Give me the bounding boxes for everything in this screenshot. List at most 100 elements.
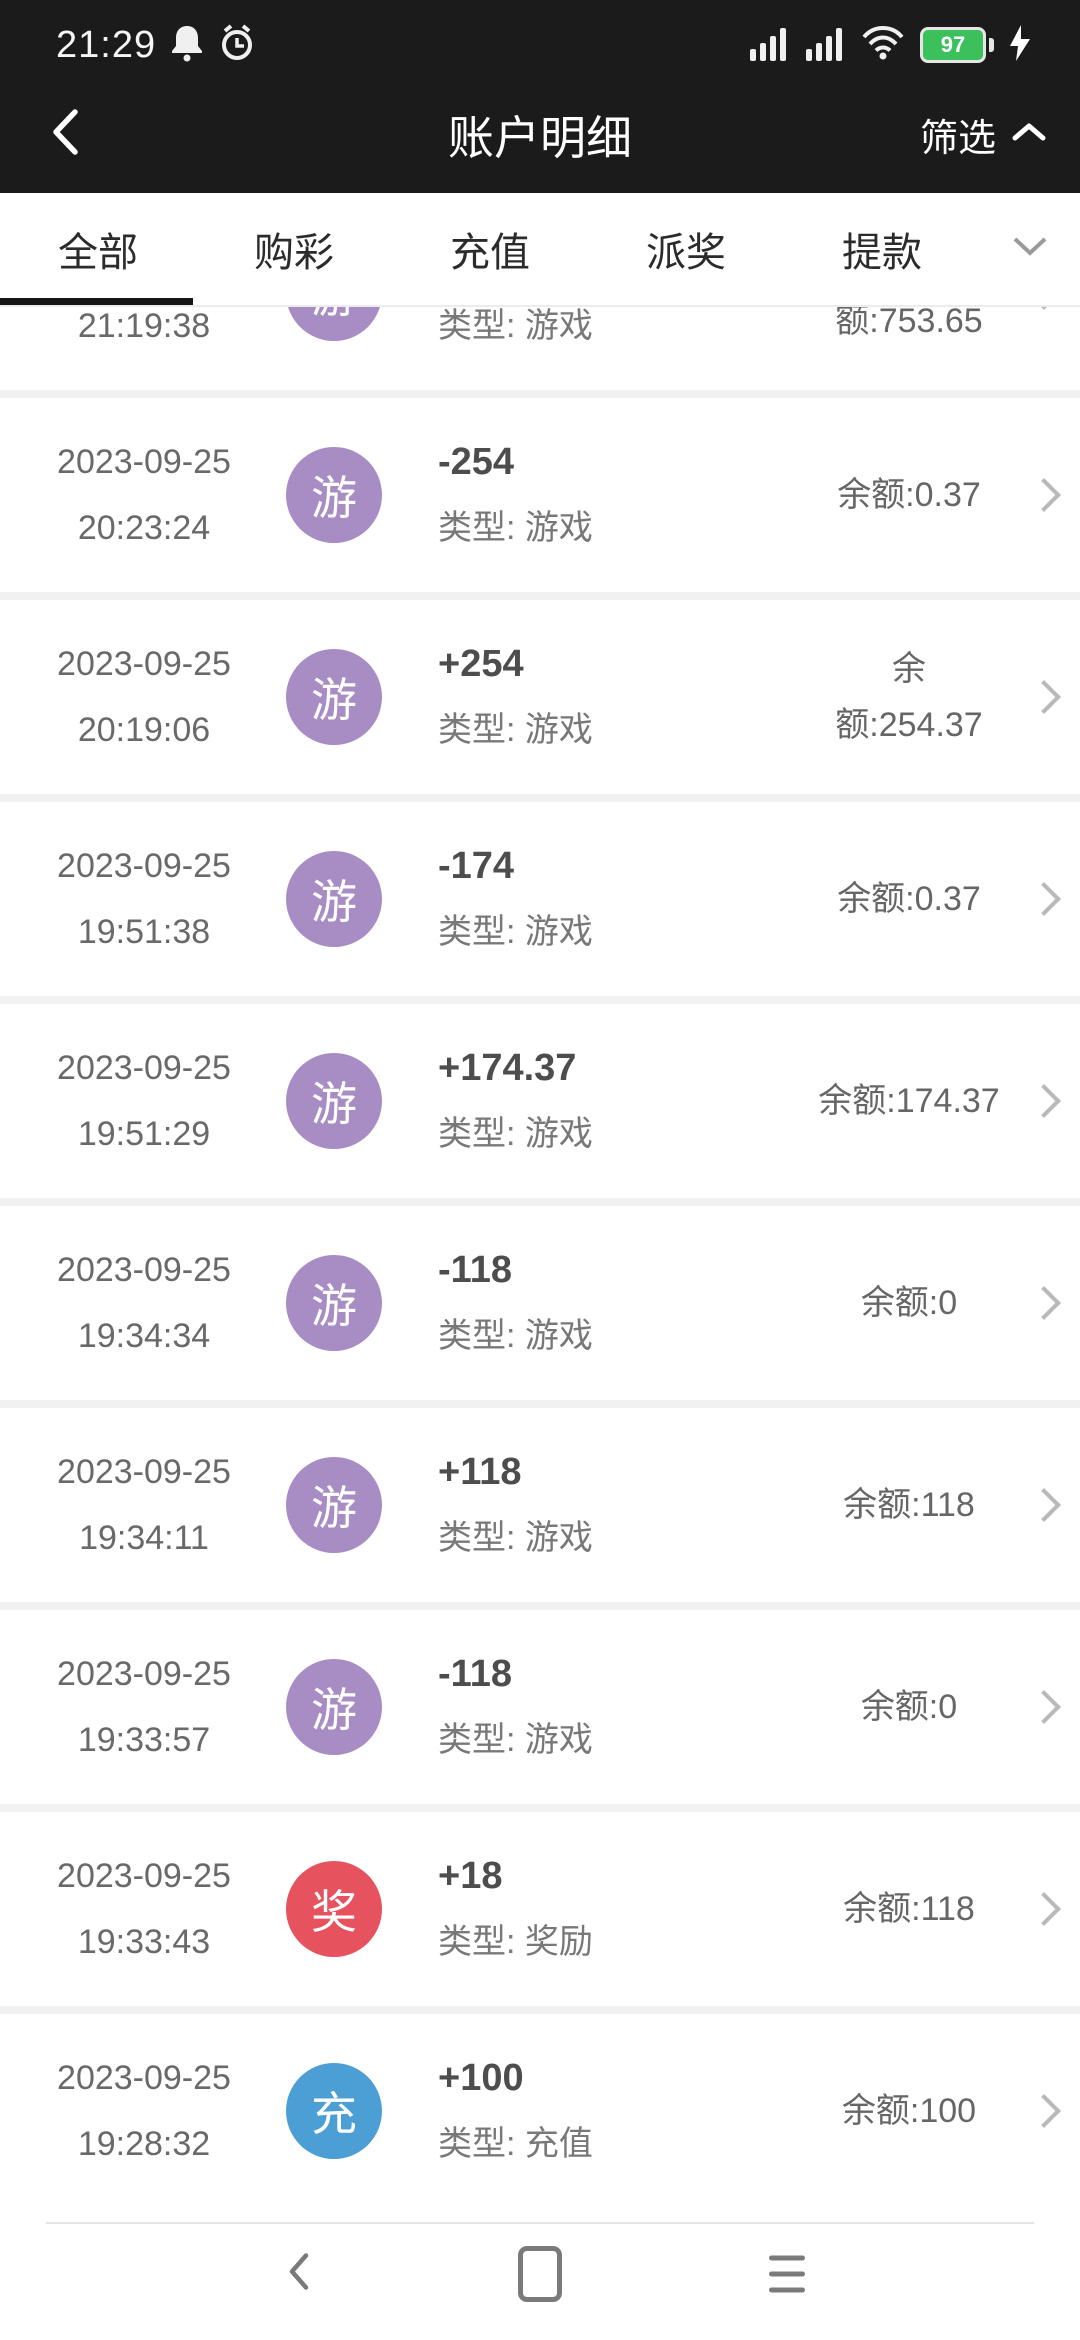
transaction-date: 2023-09-25 (57, 645, 231, 683)
transaction-row[interactable]: 2023-09-25 19:33:57 游 -118 类型: 游戏 余额:0 (0, 1610, 1080, 1804)
type-badge: 游 (286, 851, 382, 947)
tabbar-expand-button[interactable] (980, 193, 1080, 305)
row-chevron-right-icon[interactable] (1027, 307, 1061, 310)
transaction-time: 20:19:06 (77, 711, 211, 749)
transaction-row[interactable]: 2023-09-25 19:51:38 游 -174 类型: 游戏 余额:0.3… (0, 802, 1080, 996)
nav-recents-button[interactable] (769, 2255, 805, 2293)
row-chevron-right-icon[interactable] (1027, 1690, 1061, 1724)
chevron-up-icon (1012, 122, 1046, 147)
tab-lottery[interactable]: 购彩 (254, 231, 334, 275)
transaction-amount: +254 (438, 643, 524, 685)
transaction-balance: 余额:0 (860, 1284, 958, 1322)
type-badge: 充 (286, 2063, 382, 2159)
row-chevron-right-icon[interactable] (1027, 1488, 1061, 1522)
transaction-type: 类型: 游戏 (438, 1115, 593, 1153)
back-chevron-icon (44, 104, 84, 165)
row-divider (0, 996, 1080, 1004)
tab-prize[interactable]: 派奖 (646, 231, 726, 275)
transaction-row[interactable]: 21:19:38 游 类型: 游戏 额:753.65 (0, 307, 1080, 390)
battery-body: 97 (920, 27, 986, 63)
charging-bolt-icon (1010, 24, 1030, 66)
bell-icon (170, 24, 204, 67)
transaction-time: 20:23:24 (77, 509, 211, 547)
tab-recharge[interactable]: 充值 (450, 231, 530, 275)
filter-tabbar: 全部 购彩 充值 派奖 提款 (0, 193, 1080, 307)
transaction-date: 2023-09-25 (57, 847, 231, 885)
transaction-type: 类型: 游戏 (438, 913, 593, 951)
datetime-column: 2023-09-25 20:23:24 (24, 429, 264, 561)
nav-home-button[interactable] (518, 2246, 562, 2302)
battery-percent: 97 (940, 32, 966, 57)
transaction-item-wrap: 2023-09-25 19:33:57 游 -118 类型: 游戏 余额:0 (0, 1610, 1080, 1812)
transaction-list: 21:19:38 游 类型: 游戏 额:753.65 2023-09-25 20… (0, 307, 1080, 2340)
row-chevron-right-icon[interactable] (1027, 680, 1061, 714)
row-divider (0, 592, 1080, 600)
type-badge: 游 (286, 307, 382, 341)
transaction-balance: 余额:100 (841, 2092, 977, 2130)
transaction-type: 类型: 游戏 (438, 1519, 593, 1557)
transaction-row[interactable]: 2023-09-25 19:34:11 游 +118 类型: 游戏 余额:118 (0, 1408, 1080, 1602)
row-chevron-right-icon[interactable] (1027, 1286, 1061, 1320)
transaction-amount: +100 (438, 2057, 524, 2099)
transaction-balance: 余 额:254.37 (835, 650, 983, 744)
datetime-column: 2023-09-25 19:34:34 (24, 1237, 264, 1369)
transaction-time: 19:33:43 (77, 1923, 211, 1961)
alarm-clock-icon (218, 23, 256, 67)
transaction-balance: 余额:118 (843, 1890, 975, 1928)
filter-button[interactable]: 筛选 (914, 76, 1052, 193)
battery-indicator: 97 (920, 27, 994, 63)
chevron-down-icon (1010, 235, 1050, 264)
row-chevron-right-icon[interactable] (1027, 2094, 1061, 2128)
amount-column: +254 类型: 游戏 (438, 631, 593, 763)
transaction-time: 19:28:32 (77, 2125, 211, 2163)
datetime-column: 2023-09-25 19:33:57 (24, 1641, 264, 1773)
transaction-type: 类型: 游戏 (438, 1317, 593, 1355)
transaction-date: 2023-09-25 (57, 443, 231, 481)
amount-column: +18 类型: 奖励 (438, 1843, 593, 1975)
transaction-balance: 余额:174.37 (818, 1082, 1000, 1120)
transaction-row[interactable]: 2023-09-25 19:33:43 奖 +18 类型: 奖励 余额:118 (0, 1812, 1080, 2006)
tab-all[interactable]: 全部 (58, 231, 138, 275)
datetime-column: 2023-09-25 19:34:11 (24, 1439, 264, 1571)
transaction-type: 类型: 游戏 (438, 509, 593, 547)
nav-back-button[interactable] (288, 2253, 310, 2296)
transaction-date: 2023-09-25 (57, 2059, 231, 2097)
row-chevron-right-icon[interactable] (1027, 478, 1061, 512)
transaction-amount: +174.37 (438, 1047, 577, 1089)
transaction-time: 19:51:38 (77, 913, 211, 951)
transaction-time: 19:34:11 (79, 1519, 209, 1557)
transaction-item-wrap: 2023-09-25 20:23:24 游 -254 类型: 游戏 余额:0.3… (0, 398, 1080, 600)
transaction-balance: 余额:0 (860, 1688, 958, 1726)
type-badge: 游 (286, 649, 382, 745)
transaction-item-wrap: 2023-09-25 19:51:38 游 -174 类型: 游戏 余额:0.3… (0, 802, 1080, 1004)
row-chevron-right-icon[interactable] (1027, 1892, 1061, 1926)
transaction-balance: 余额:0.37 (837, 476, 981, 514)
back-button[interactable] (34, 76, 94, 193)
transaction-amount: +18 (438, 1855, 503, 1897)
row-chevron-right-icon[interactable] (1027, 882, 1061, 916)
transaction-type: 类型: 奖励 (438, 1923, 593, 1961)
type-badge: 奖 (286, 1861, 382, 1957)
header: 账户明细 筛选 (0, 76, 1080, 193)
transaction-row[interactable]: 2023-09-25 19:51:29 游 +174.37 类型: 游戏 余额:… (0, 1004, 1080, 1198)
amount-column: -118 类型: 游戏 (438, 1641, 593, 1773)
transaction-row[interactable]: 2023-09-25 19:28:32 充 +100 类型: 充值 余额:100 (0, 2014, 1080, 2208)
transaction-row[interactable]: 2023-09-25 19:34:34 游 -118 类型: 游戏 余额:0 (0, 1206, 1080, 1400)
amount-column: -174 类型: 游戏 (438, 833, 593, 965)
datetime-column: 2023-09-25 19:51:38 (24, 833, 264, 965)
transaction-row[interactable]: 2023-09-25 20:19:06 游 +254 类型: 游戏 余 额:25… (0, 600, 1080, 794)
page-title: 账户明细 (448, 111, 632, 164)
transaction-balance: 余额:0.37 (837, 880, 981, 918)
transaction-row[interactable]: 2023-09-25 20:23:24 游 -254 类型: 游戏 余额:0.3… (0, 398, 1080, 592)
amount-column: +100 类型: 充值 (438, 2045, 593, 2177)
amount-column: 类型: 游戏 (438, 307, 593, 359)
transaction-date: 2023-09-25 (57, 1655, 231, 1693)
type-badge: 游 (286, 1659, 382, 1755)
tab-withdraw[interactable]: 提款 (842, 231, 922, 275)
transaction-item-wrap: 2023-09-25 20:19:06 游 +254 类型: 游戏 余 额:25… (0, 600, 1080, 802)
transaction-amount: -118 (438, 1249, 512, 1291)
wifi-icon (862, 25, 904, 65)
row-chevron-right-icon[interactable] (1027, 1084, 1061, 1118)
transaction-type: 类型: 游戏 (438, 711, 593, 749)
transaction-amount: -118 (438, 1653, 512, 1695)
